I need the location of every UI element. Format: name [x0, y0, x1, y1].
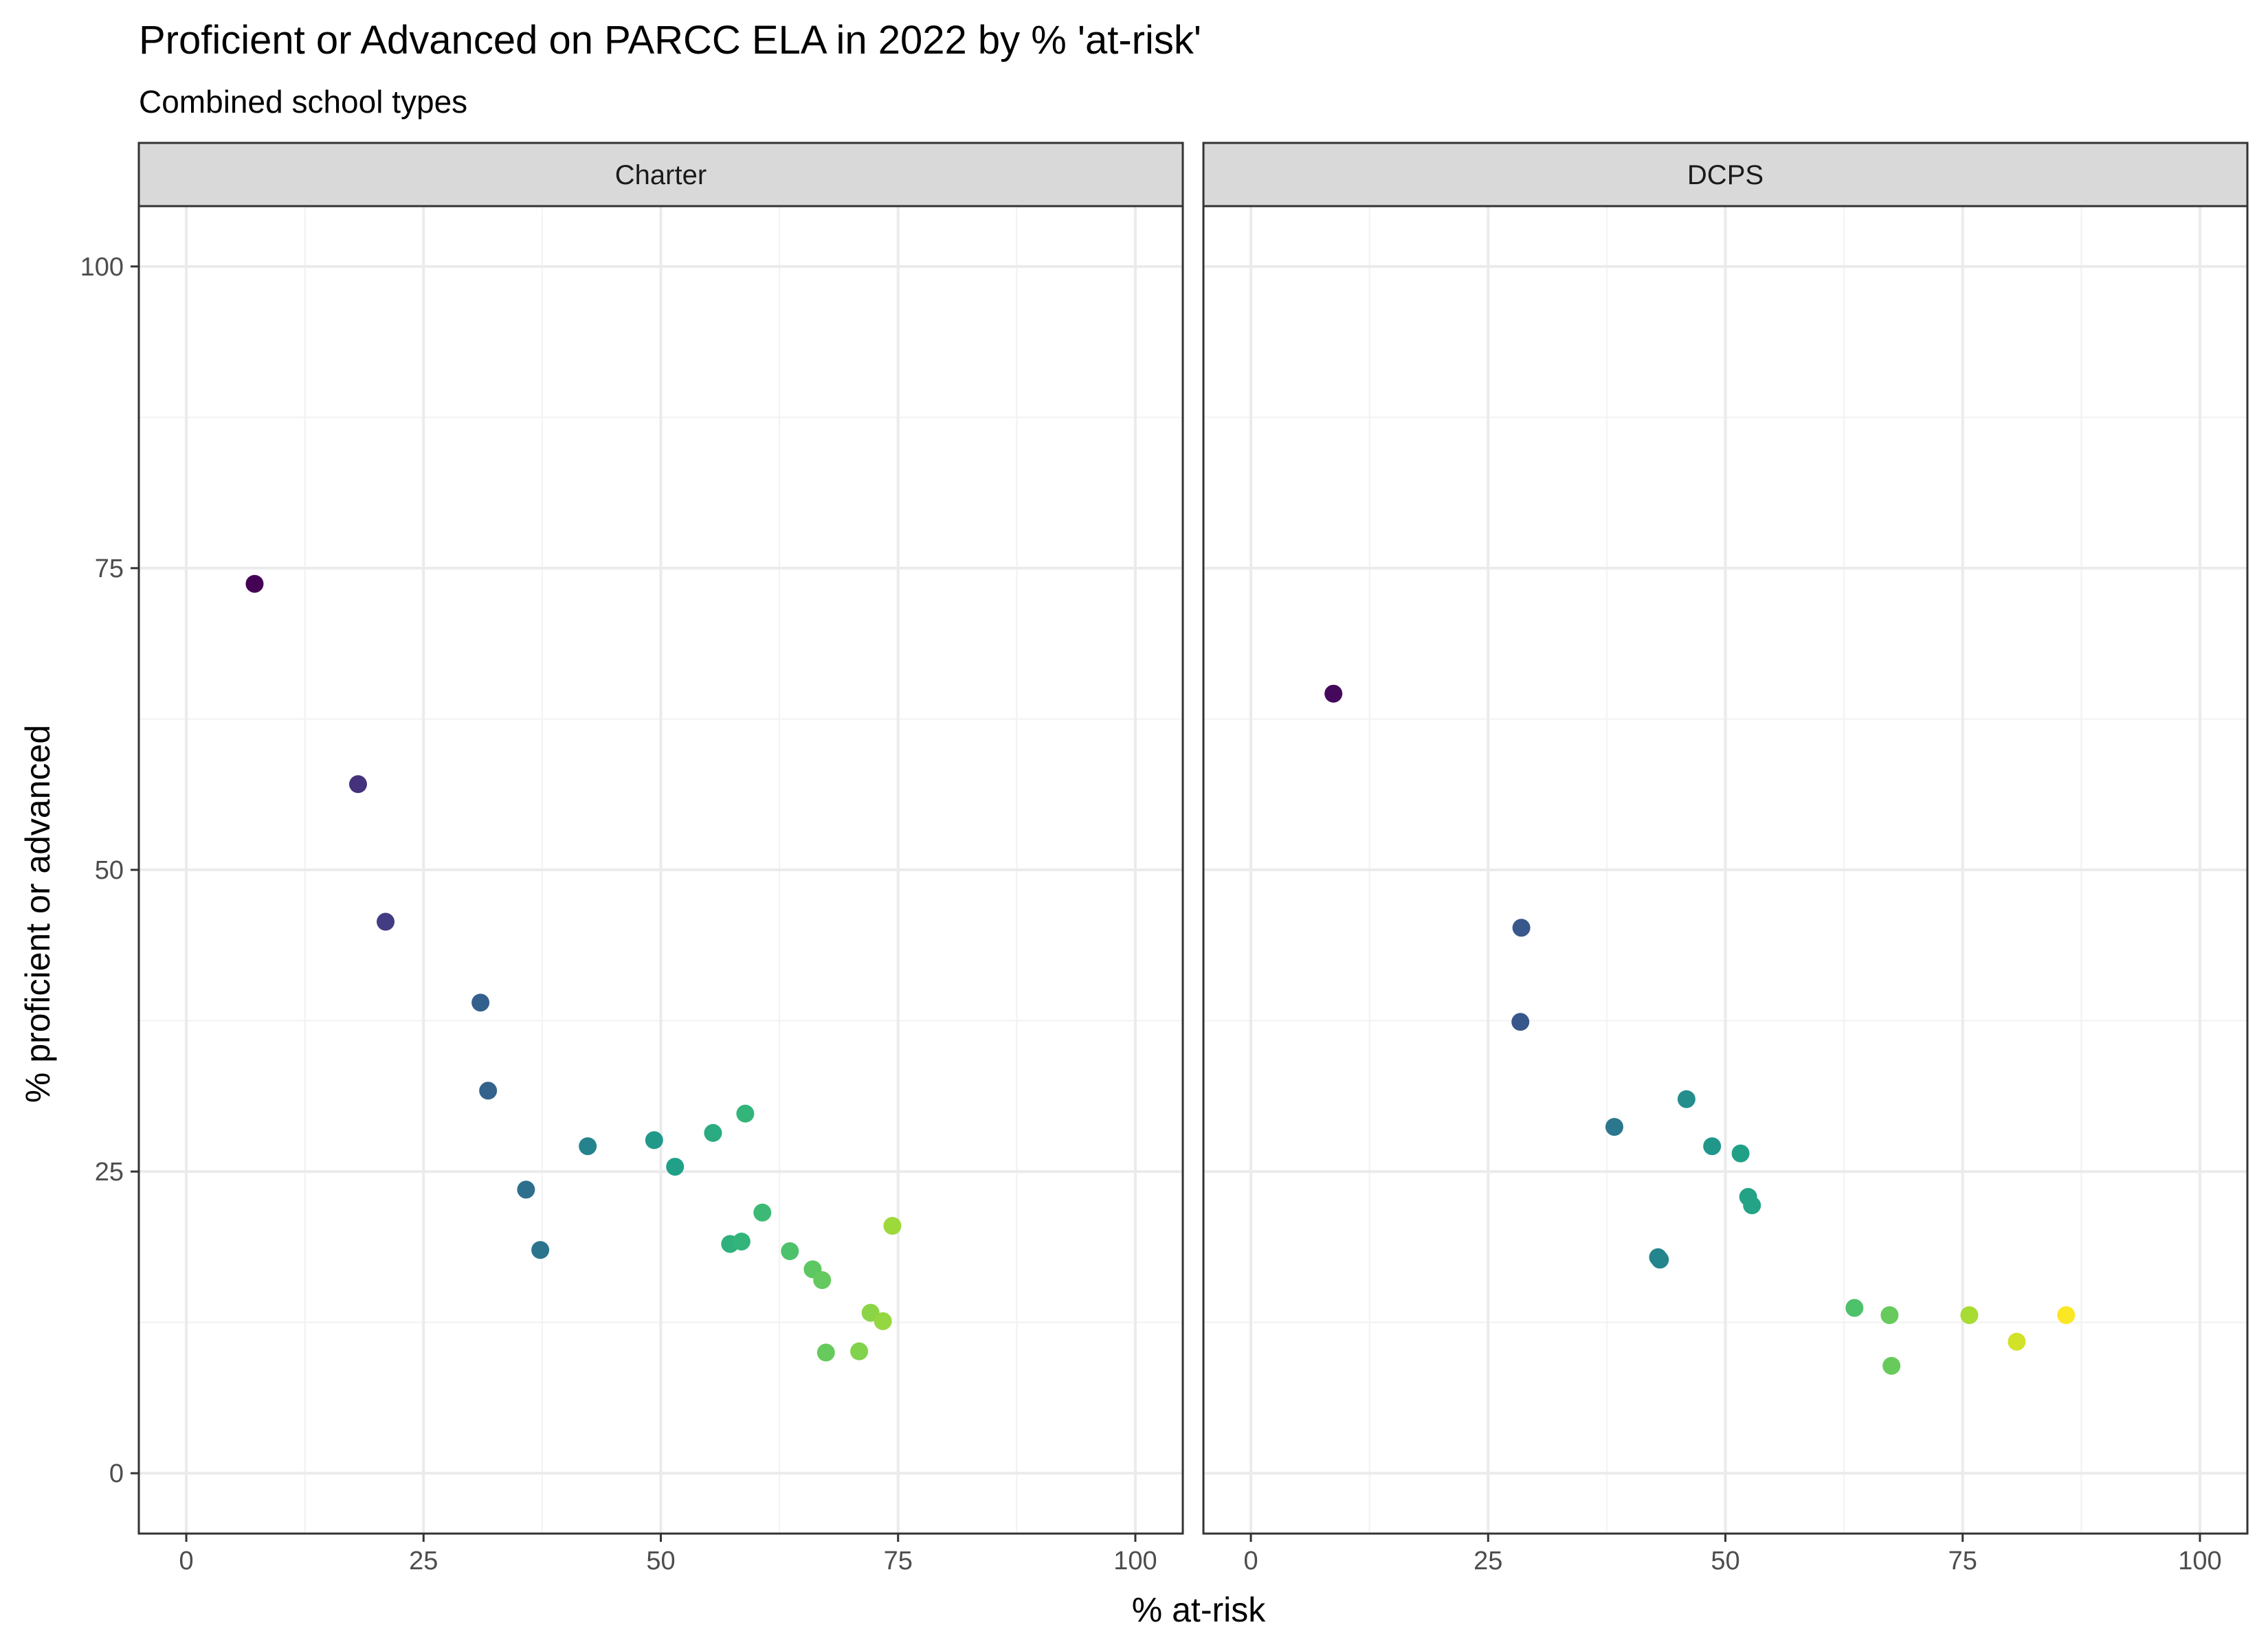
scatter-point — [1731, 1144, 1750, 1163]
x-tick-label: 100 — [1113, 1547, 1157, 1575]
scatter-point — [348, 775, 367, 794]
scatter-point — [1651, 1250, 1669, 1269]
scatter-point — [377, 912, 395, 931]
x-tick-label: 25 — [409, 1547, 438, 1575]
scatter-point — [1960, 1306, 1979, 1325]
facet-strip — [137, 142, 1184, 207]
scatter-point — [874, 1312, 892, 1330]
y-axis: 0 25 50 75 100 — [80, 253, 139, 1488]
x-tick-label: 0 — [179, 1547, 193, 1575]
scatter-point — [1845, 1299, 1864, 1317]
scatter-point — [1512, 919, 1531, 937]
chart-subtitle: Combined school types — [139, 84, 467, 120]
x-tick-label: 0 — [1243, 1547, 1258, 1575]
scatter-point — [816, 1343, 835, 1362]
scatter-point — [471, 994, 490, 1012]
x-tick-label: 50 — [1711, 1547, 1739, 1575]
y-tick-label: 75 — [95, 554, 124, 583]
scatter-point — [1882, 1356, 1901, 1375]
scatter-point — [1703, 1137, 1722, 1156]
facet-panels: Charter 0 25 50 75 100 DCPS 0 25 50 75 100 — [137, 142, 2249, 1575]
facet-strip — [1202, 142, 2249, 207]
scatter-point — [479, 1081, 498, 1100]
scatter-point — [531, 1241, 550, 1259]
x-tick-label: 50 — [646, 1547, 675, 1575]
scatter-point — [245, 574, 264, 593]
scatter-point — [781, 1242, 799, 1261]
scatter-point — [666, 1158, 685, 1176]
y-tick-label: 100 — [80, 253, 124, 282]
y-tick-label: 25 — [95, 1158, 124, 1187]
x-tick-label: 100 — [2178, 1547, 2221, 1575]
scatter-point — [704, 1123, 722, 1142]
scatter-point — [753, 1203, 772, 1222]
scatter-point — [1324, 684, 1343, 703]
scatter-point — [1743, 1196, 1761, 1215]
scatter-point — [1880, 1306, 1899, 1325]
scatter-point — [645, 1131, 663, 1149]
scatter-point — [1511, 1013, 1530, 1031]
facet-panel-dcps: DCPS 0 25 50 75 100 — [1202, 142, 2249, 1575]
y-axis-title: % proficient or advanced — [19, 725, 57, 1103]
scatter-point — [1605, 1118, 1623, 1136]
x-tick-label: 25 — [1474, 1547, 1502, 1575]
scatter-point — [2008, 1332, 2026, 1351]
y-tick-label: 50 — [95, 856, 124, 885]
facet-panel-charter: Charter 0 25 50 75 100 — [137, 142, 1184, 1575]
scatter-point — [850, 1342, 869, 1360]
scatter-point — [732, 1232, 751, 1250]
scatter-point — [813, 1271, 832, 1290]
x-tick-label: 75 — [884, 1547, 913, 1575]
scatter-point — [1677, 1090, 1696, 1108]
scatter-point — [2057, 1306, 2076, 1325]
scatter-point — [579, 1137, 597, 1156]
facet-strip-label: Charter — [615, 160, 707, 190]
facet-strip-label: DCPS — [1687, 160, 1764, 190]
scatter-point — [736, 1104, 755, 1123]
x-axis-title: % at-risk — [1132, 1591, 1266, 1629]
scatter-point — [883, 1217, 902, 1235]
x-tick-label: 75 — [1948, 1547, 1977, 1575]
y-tick-label: 0 — [109, 1459, 124, 1488]
chart-title: Proficient or Advanced on PARCC ELA in 2… — [139, 18, 1201, 63]
scatter-point — [517, 1180, 535, 1199]
